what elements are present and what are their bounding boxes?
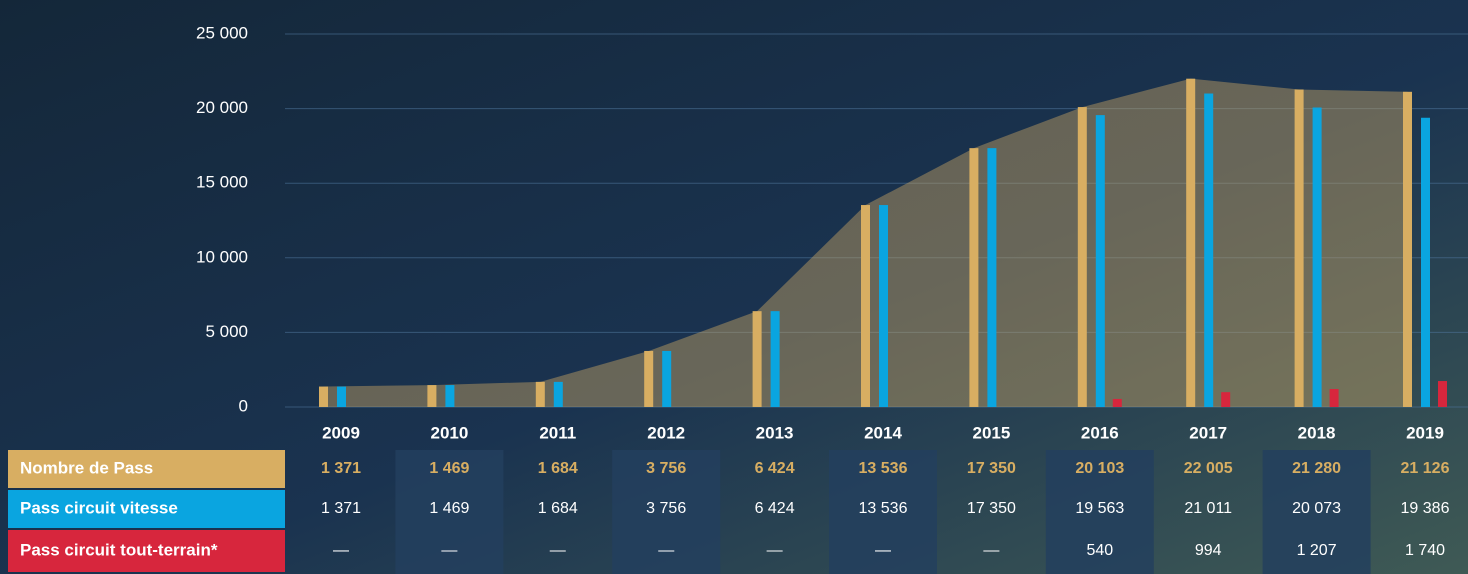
table-cell: 1 684 xyxy=(538,500,578,517)
table-cell: — xyxy=(441,542,457,559)
bar xyxy=(1403,91,1412,407)
table-cell: 21 011 xyxy=(1184,500,1232,517)
legend-label: Nombre de Pass xyxy=(20,458,153,477)
table-cell: 540 xyxy=(1086,542,1113,559)
legend-swatch xyxy=(8,530,285,572)
y-tick-label: 0 xyxy=(239,396,248,415)
bar xyxy=(1438,381,1447,407)
bar xyxy=(1312,107,1322,408)
table-cell: 1 684 xyxy=(538,460,578,477)
table-cell: 22 005 xyxy=(1184,460,1233,477)
legend-swatch xyxy=(8,450,285,488)
bar xyxy=(445,385,455,407)
column-shade xyxy=(1262,450,1371,574)
y-tick-label: 10 000 xyxy=(196,247,248,266)
table-cell: 20 073 xyxy=(1292,500,1341,517)
table-cell: — xyxy=(333,542,349,559)
table-cell: 6 424 xyxy=(755,500,795,517)
bar xyxy=(553,381,563,407)
x-tick-label: 2019 xyxy=(1406,423,1444,442)
table-cell: 21 126 xyxy=(1401,460,1450,477)
bar xyxy=(1421,117,1430,408)
table-cell: 13 536 xyxy=(859,500,908,517)
table-cell: 1 371 xyxy=(321,460,361,477)
table-cell: 994 xyxy=(1195,542,1222,559)
bar xyxy=(535,381,545,407)
bar xyxy=(969,148,979,407)
table-cell: — xyxy=(983,542,999,559)
table-cell: 1 207 xyxy=(1297,542,1337,559)
bar xyxy=(1186,78,1196,408)
bar xyxy=(662,350,672,407)
table-cell: — xyxy=(875,542,891,559)
bar xyxy=(1204,93,1214,408)
bar xyxy=(1112,398,1122,407)
y-tick-label: 15 000 xyxy=(196,173,248,192)
bar xyxy=(427,385,437,407)
legend-label: Pass circuit tout-terrain* xyxy=(20,540,218,559)
table-cell: 1 371 xyxy=(321,500,361,517)
bar xyxy=(1095,115,1105,407)
table-cell: 13 536 xyxy=(859,460,908,477)
table-cell: 1 740 xyxy=(1405,542,1445,559)
x-tick-label: 2011 xyxy=(539,423,576,442)
y-tick-label: 5 000 xyxy=(205,322,248,341)
bar xyxy=(337,386,346,407)
table-cell: 20 103 xyxy=(1075,460,1124,477)
y-tick-label: 25 000 xyxy=(196,23,248,42)
x-tick-label: 2013 xyxy=(756,423,794,442)
x-tick-label: 2014 xyxy=(864,423,902,442)
table-cell: 1 469 xyxy=(429,460,469,477)
table-cell: 1 469 xyxy=(429,500,469,517)
table-cell: — xyxy=(658,542,674,559)
bar xyxy=(644,350,654,407)
column-shade xyxy=(1045,450,1154,574)
bar xyxy=(861,205,870,407)
table-cell: 3 756 xyxy=(646,460,686,477)
y-tick-label: 20 000 xyxy=(196,98,248,117)
table-cell: 17 350 xyxy=(967,500,1016,517)
x-tick-label: 2016 xyxy=(1081,423,1119,442)
legend-swatch xyxy=(8,490,285,528)
table-cell: 19 563 xyxy=(1075,500,1124,517)
bar xyxy=(987,148,997,407)
bar xyxy=(1221,392,1231,407)
bar xyxy=(1329,388,1339,407)
bar xyxy=(1077,107,1087,408)
table-cell: 19 386 xyxy=(1401,500,1450,517)
column-shade xyxy=(395,450,504,574)
bar xyxy=(879,205,888,407)
x-tick-label: 2018 xyxy=(1298,423,1336,442)
x-tick-label: 2009 xyxy=(322,423,360,442)
x-tick-label: 2017 xyxy=(1189,423,1227,442)
x-tick-label: 2012 xyxy=(647,423,685,442)
bar xyxy=(770,311,780,407)
table-cell: 3 756 xyxy=(646,500,686,517)
table-cell: — xyxy=(767,542,783,559)
table-cell: 6 424 xyxy=(755,460,795,477)
table-cell: 21 280 xyxy=(1292,460,1341,477)
column-shade xyxy=(612,450,721,574)
table-cell: — xyxy=(550,542,566,559)
bar xyxy=(752,311,762,407)
column-shade xyxy=(829,450,937,574)
bar xyxy=(1294,89,1304,407)
legend-label: Pass circuit vitesse xyxy=(20,498,178,517)
x-tick-label: 2015 xyxy=(972,423,1010,442)
table-cell: 17 350 xyxy=(967,460,1016,477)
x-tick-label: 2010 xyxy=(430,423,468,442)
bar xyxy=(319,386,328,407)
